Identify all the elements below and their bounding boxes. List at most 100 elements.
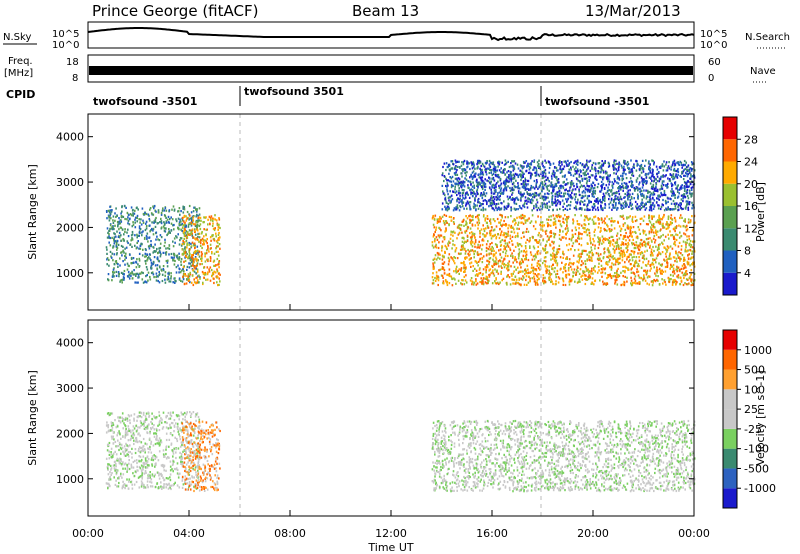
echo-cell	[181, 226, 184, 229]
echo-cell	[148, 253, 151, 256]
echo-cell	[481, 261, 484, 264]
echo-cell	[684, 248, 687, 251]
echo-cell	[622, 186, 625, 190]
echo-cell	[459, 206, 462, 209]
echo-cell	[460, 224, 463, 227]
echo-cell	[611, 243, 614, 246]
echo-cell	[515, 235, 517, 238]
echo-cell	[522, 175, 524, 178]
echo-cell	[675, 233, 677, 236]
echo-cell	[504, 246, 506, 249]
echo-cell	[512, 255, 514, 258]
echo-cell	[667, 217, 670, 221]
echo-cell	[135, 266, 138, 269]
echo-cell	[578, 261, 580, 264]
echo-cell	[648, 275, 651, 278]
echo-cell	[652, 185, 655, 188]
echo-cell	[572, 263, 574, 266]
echo-cell	[653, 163, 655, 166]
echo-cell	[447, 202, 450, 206]
echo-cell	[181, 269, 183, 272]
echo-cell	[214, 214, 216, 217]
echo-cell	[135, 206, 138, 210]
echo-cell	[464, 257, 467, 260]
echo-cell	[218, 263, 220, 266]
echo-cell	[106, 252, 108, 255]
echo-cell	[114, 219, 116, 222]
echo-cell	[628, 167, 631, 170]
echo-cell	[194, 256, 197, 259]
echo-cell	[684, 207, 687, 210]
echo-cell	[684, 225, 687, 228]
echo-cell	[657, 221, 660, 224]
echo-cell	[478, 213, 480, 217]
echo-cell	[135, 261, 138, 264]
echo-cell	[591, 277, 594, 280]
echo-cell	[549, 224, 552, 227]
echo-cell	[672, 199, 675, 203]
echo-cell	[182, 205, 184, 208]
echo-cell	[471, 177, 474, 181]
echo-cell	[537, 240, 539, 244]
echo-cell	[219, 226, 221, 230]
echo-cell	[640, 276, 642, 280]
echo-cell	[504, 252, 507, 255]
echo-cell	[203, 221, 205, 224]
echo-cell	[485, 200, 488, 203]
echo-cell	[466, 207, 468, 210]
echo-cell	[593, 234, 596, 237]
echo-cell	[592, 187, 594, 190]
echo-cell	[158, 273, 160, 277]
echo-cell	[482, 277, 485, 280]
echo-cell	[679, 276, 682, 279]
echo-cell	[527, 281, 530, 284]
echo-cell	[472, 181, 474, 184]
echo-cell	[622, 214, 624, 217]
echo-cell	[492, 178, 495, 181]
echo-cell	[558, 194, 561, 197]
echo-cell	[645, 264, 648, 267]
echo-cell	[665, 283, 667, 286]
echo-cell	[477, 243, 479, 246]
echo-cell	[677, 184, 679, 187]
echo-cell	[502, 223, 504, 226]
echo-cell	[609, 244, 611, 247]
echo-cell	[682, 194, 684, 197]
echo-cell	[476, 246, 478, 249]
echo-cell	[562, 271, 564, 274]
echo-cell	[190, 256, 193, 259]
echo-cell	[671, 218, 674, 221]
echo-cell	[170, 256, 173, 259]
echo-cell	[653, 278, 656, 282]
echo-cell	[598, 243, 601, 246]
echo-cell	[185, 219, 188, 222]
echo-cell	[668, 237, 670, 240]
echo-cell	[525, 258, 527, 261]
echo-cell	[625, 173, 627, 176]
echo-cell	[685, 246, 687, 249]
echo-cell	[636, 268, 638, 271]
echo-cell	[218, 243, 221, 246]
echo-cell	[539, 252, 542, 255]
echo-cell	[576, 159, 579, 162]
echo-cell	[686, 225, 688, 228]
echo-cell	[481, 194, 484, 197]
echo-cell	[545, 232, 547, 235]
echo-cell	[687, 221, 690, 224]
echo-cell	[674, 205, 677, 208]
echo-cell	[145, 255, 147, 258]
echo-cell	[500, 167, 502, 170]
echo-cell	[616, 240, 618, 243]
echo-cell	[689, 193, 692, 196]
echo-cell	[136, 281, 138, 284]
echo-cell	[493, 249, 495, 252]
echo-cell	[658, 262, 660, 265]
echo-cell	[454, 231, 456, 234]
echo-cell	[494, 220, 496, 223]
echo-cell	[447, 256, 450, 259]
echo-cell	[475, 278, 477, 281]
echo-cell	[492, 269, 494, 272]
echo-cell	[445, 162, 448, 165]
echo-cell	[465, 196, 467, 199]
echo-cell	[625, 231, 627, 235]
